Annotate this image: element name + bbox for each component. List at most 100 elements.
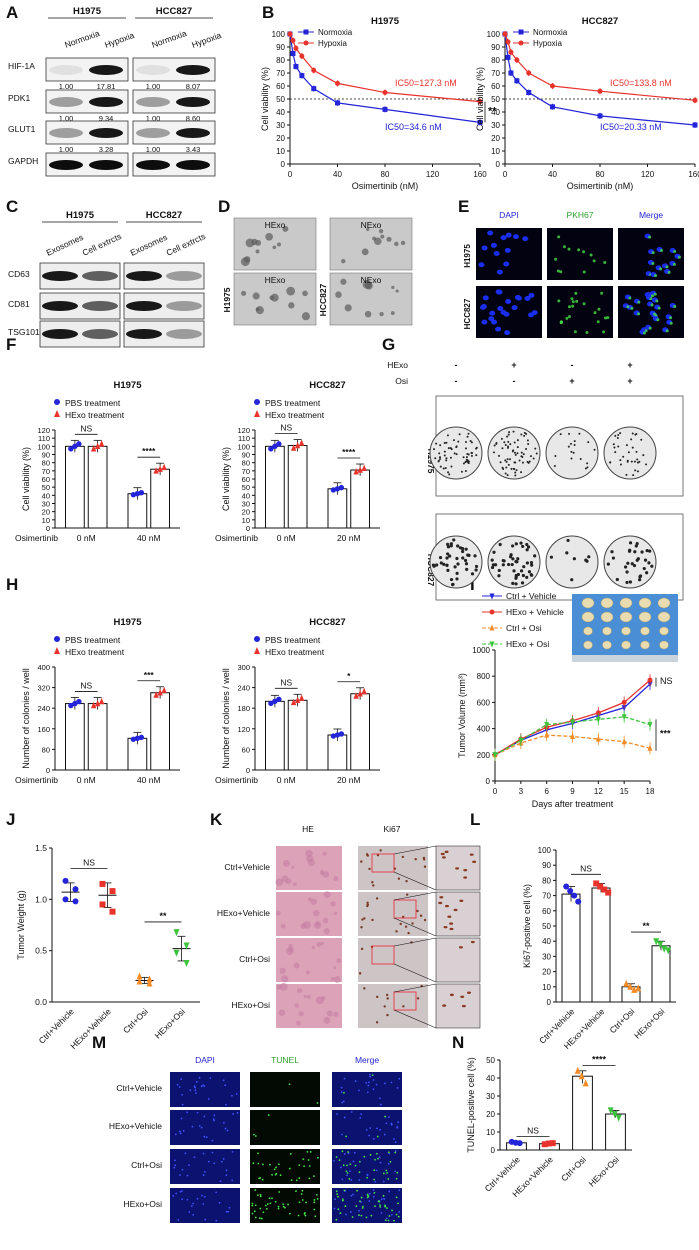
data-point	[94, 442, 101, 450]
colony	[572, 451, 575, 454]
data-point	[605, 889, 612, 896]
colony	[504, 459, 507, 462]
tissue-texture	[280, 923, 286, 929]
exosome-signal	[667, 270, 671, 274]
legend-marker	[254, 647, 260, 654]
tissue-texture	[320, 869, 324, 874]
nucleus	[175, 1192, 178, 1195]
exosome-signal	[557, 235, 561, 239]
data-point	[607, 1107, 614, 1115]
panel-letter-F: F	[6, 335, 16, 354]
exosome-signal	[557, 299, 561, 303]
vesicle	[302, 290, 308, 297]
blot-row-label: CD63	[8, 269, 30, 279]
data-point	[382, 106, 388, 112]
data-point	[550, 83, 555, 89]
y-tick-label: 70	[491, 69, 500, 78]
y-tick-label: 180	[237, 704, 250, 713]
x-tick-label: 18	[646, 787, 655, 796]
y-tick-label: 20	[491, 134, 500, 143]
colony	[525, 542, 529, 547]
tunel-positive-cell	[343, 1189, 346, 1192]
colony	[566, 538, 570, 543]
culture-plate	[429, 535, 483, 589]
nucleus	[333, 1207, 336, 1210]
y-tick-label: 160	[37, 725, 50, 734]
nucleus	[173, 1166, 176, 1169]
tissue-texture	[292, 882, 297, 887]
data-point	[161, 463, 167, 471]
data-point	[570, 719, 575, 726]
tunel-positive-cell	[387, 1219, 390, 1222]
y-tick-label: 240	[37, 704, 50, 713]
tunel-positive-cell	[397, 1215, 400, 1218]
colony	[470, 452, 473, 455]
data-point	[338, 731, 345, 737]
colony	[573, 440, 576, 443]
nucleus	[367, 1084, 370, 1087]
colony	[501, 466, 504, 469]
sig-label: NS	[527, 1126, 539, 1136]
y-tick-label: 20	[242, 508, 250, 517]
tunel-positive-cell	[304, 1214, 307, 1217]
vesicle	[364, 310, 372, 318]
nucleus	[359, 1117, 362, 1119]
tunel-positive-cell	[305, 1201, 307, 1204]
x-tick-label: Ctrl+Osi	[121, 1006, 150, 1035]
tunel-positive-cell	[363, 1155, 366, 1158]
y-tick-label: 30	[491, 121, 500, 130]
blot-band	[89, 160, 123, 170]
colony	[462, 462, 465, 465]
data-point	[157, 689, 163, 696]
tissue-texture	[286, 947, 294, 955]
data-point	[146, 975, 153, 983]
bar	[350, 693, 370, 771]
data-point	[615, 1114, 622, 1122]
nucleus	[497, 306, 504, 312]
colony	[465, 567, 469, 571]
colony	[526, 439, 529, 442]
x-tick-label: 80	[381, 170, 390, 179]
y-tick-label: 80	[242, 459, 250, 468]
colony	[578, 432, 581, 435]
data-point	[138, 489, 145, 496]
colony	[525, 433, 528, 436]
y-tick-label: 60	[491, 82, 500, 91]
data-point	[647, 677, 653, 683]
exosome-signal	[655, 299, 659, 303]
colony	[498, 542, 502, 547]
nucleus	[340, 1091, 343, 1094]
x-tick-label: 20 nM	[337, 775, 361, 785]
data-point	[294, 441, 301, 449]
zoom-connector	[393, 1009, 437, 1029]
tissue-texture	[323, 928, 331, 935]
data-point	[508, 70, 514, 76]
colony	[448, 554, 452, 558]
nucleus	[186, 1111, 189, 1114]
legend-marker	[489, 641, 495, 648]
x-tick-label: 20 nM	[337, 533, 361, 543]
tunel-positive-cell	[316, 1197, 319, 1200]
blot-band	[49, 160, 83, 170]
data-point	[597, 883, 604, 890]
zoom-box	[393, 991, 417, 1011]
colony	[497, 568, 501, 573]
colony	[456, 562, 460, 566]
colony	[530, 573, 534, 577]
tumor-specimen	[621, 626, 631, 636]
colony	[508, 431, 511, 434]
column-label: Ki67	[383, 824, 400, 834]
y-axis-title: Cell viability (%)	[475, 67, 485, 131]
exosome-signal	[665, 265, 669, 269]
nucleus	[385, 1122, 388, 1125]
ki67-positive-cell	[402, 1005, 405, 1008]
tunel-positive-cell	[365, 1216, 368, 1219]
nucleus	[368, 1134, 371, 1137]
ki67-positive-cell	[455, 867, 460, 870]
bar	[572, 1075, 593, 1151]
blot-band	[166, 271, 202, 281]
tunel-positive-cell	[279, 1174, 282, 1177]
nucleus	[224, 1127, 227, 1130]
condition-sign: -	[455, 360, 458, 370]
tumor-specimen	[581, 597, 595, 609]
